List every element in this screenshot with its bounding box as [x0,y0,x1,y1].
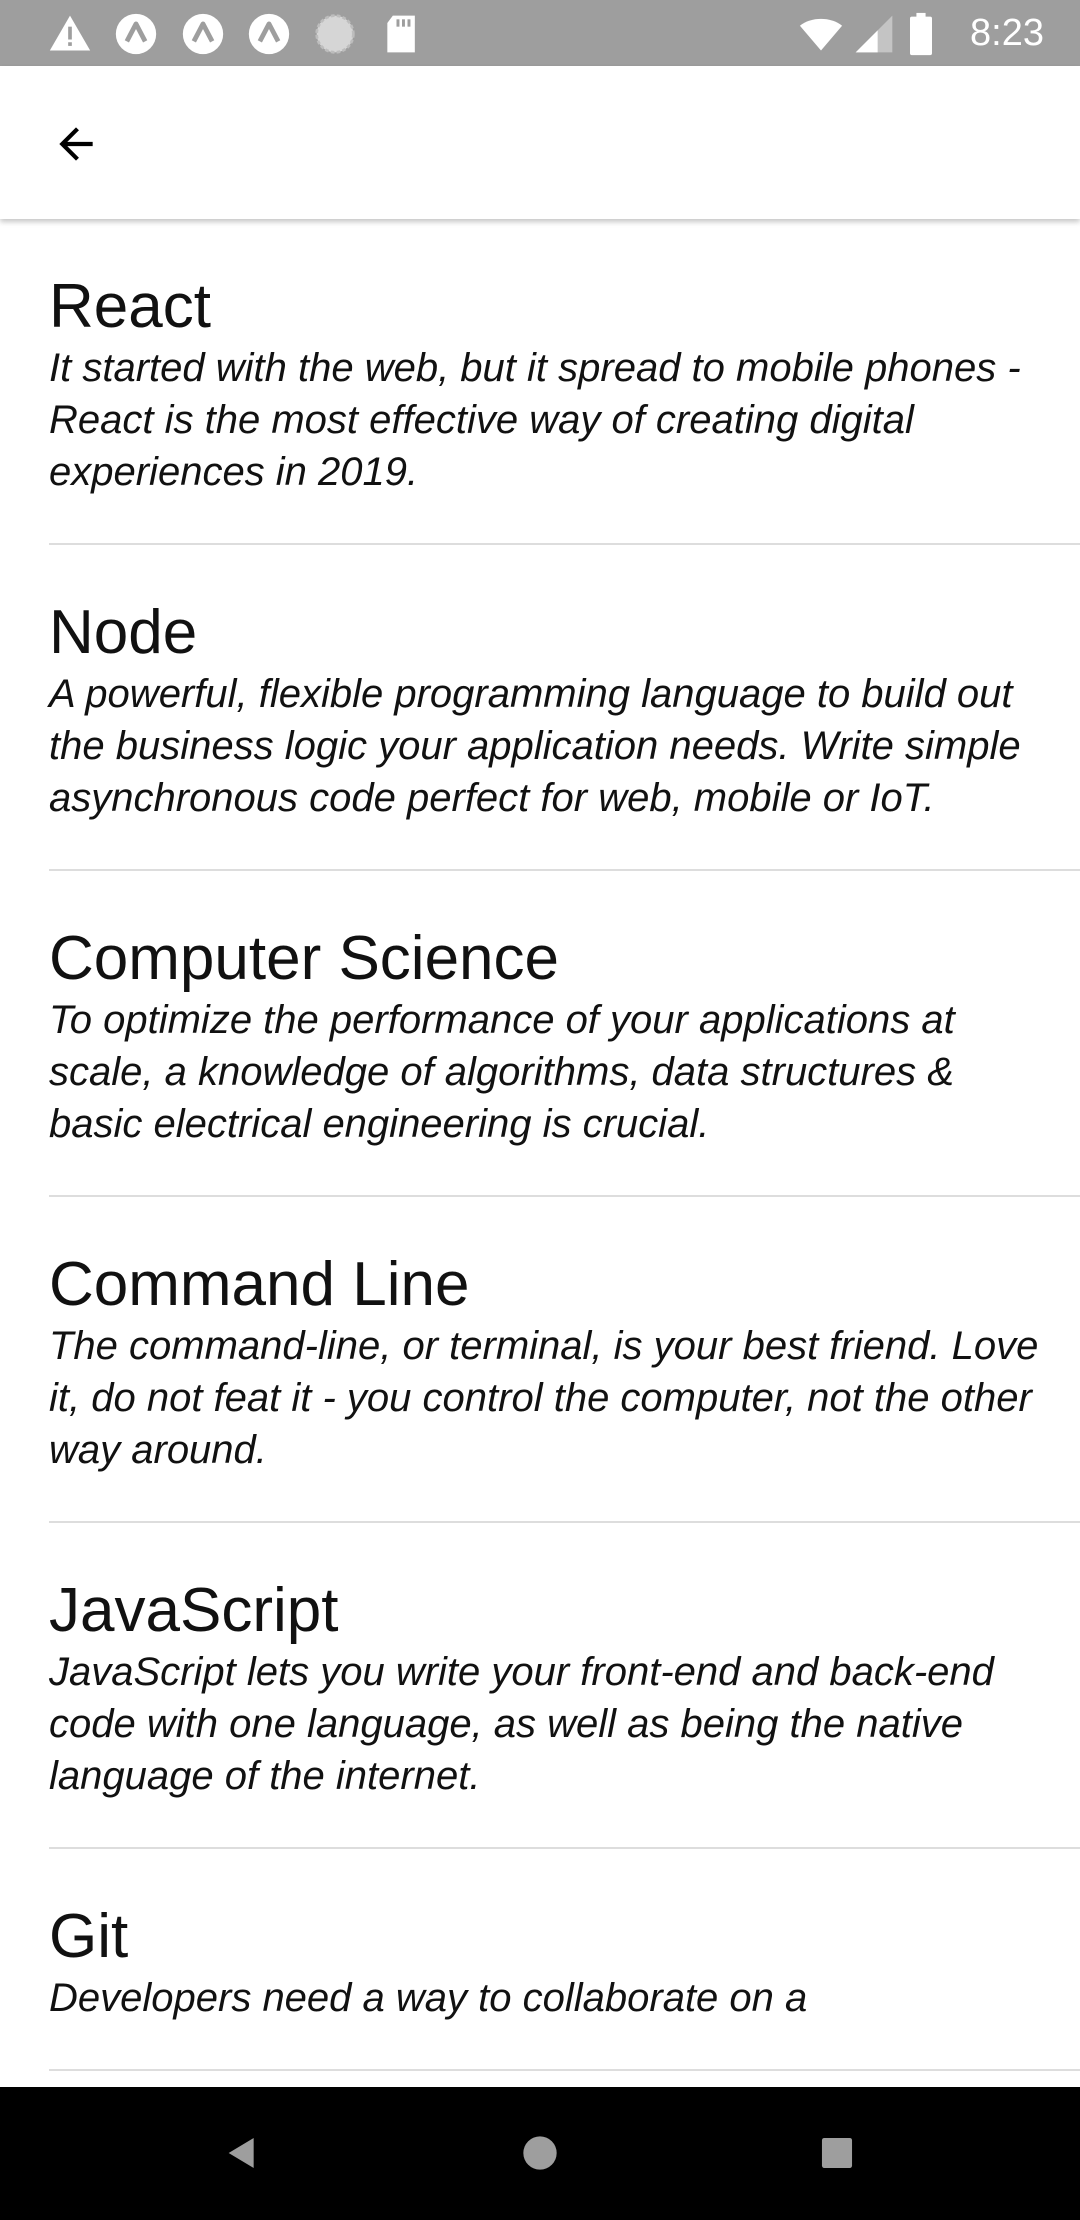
topic-description: It started with the web, but it spread t… [49,346,1021,494]
list-item[interactable]: Command Line The command-line, or termin… [49,1197,1080,1523]
status-bar: 8:23 [0,0,1080,66]
topic-title: Command Line [49,1250,470,1319]
home-circle-icon [520,2133,560,2173]
topic-list: React It started with the web, but it sp… [0,219,1080,2071]
topic-list-container[interactable]: React It started with the web, but it sp… [0,219,1080,2087]
topic-description: To optimize the performance of your appl… [49,998,955,1146]
warning-icon [48,12,92,56]
topic-title: JavaScript [49,1576,339,1645]
recents-square-icon [818,2134,856,2172]
arrow-left-icon [51,119,101,169]
list-item[interactable]: JavaScript JavaScript lets you write you… [49,1523,1080,1849]
back-triangle-icon [222,2133,262,2173]
nav-back-button[interactable] [212,2123,272,2183]
nav-home-button[interactable] [510,2123,570,2183]
topic-description: Developers need a way to collaborate on … [49,1976,808,2020]
topic-title: Computer Science [49,924,560,993]
sync-circle-icon [313,12,357,56]
topic-description: A powerful, flexible programming languag… [49,672,1021,820]
nav-recents-button[interactable] [807,2123,867,2183]
clock: 8:23 [970,12,1044,54]
list-item[interactable]: React It started with the web, but it sp… [49,219,1080,545]
battery-icon [906,12,936,56]
app-notification-icon [181,12,225,56]
sd-card-icon [380,12,424,56]
topic-title: React [49,272,211,341]
topic-title: Git [49,1902,129,1971]
list-item[interactable]: Git Developers need a way to collaborate… [49,1849,1080,2071]
topic-title: Node [49,598,198,667]
wifi-icon [796,12,846,56]
cell-signal-icon [852,12,896,56]
list-item[interactable]: Computer Science To optimize the perform… [49,871,1080,1197]
back-button[interactable] [42,110,110,178]
topic-description: JavaScript lets you write your front-end… [49,1650,994,1798]
app-bar [0,66,1080,219]
topic-description: The command-line, or terminal, is your b… [49,1324,1039,1472]
app-notification-icon [247,12,291,56]
list-item[interactable]: Node A powerful, flexible programming la… [49,545,1080,871]
app-notification-icon [114,12,158,56]
navigation-bar [0,2087,1080,2220]
